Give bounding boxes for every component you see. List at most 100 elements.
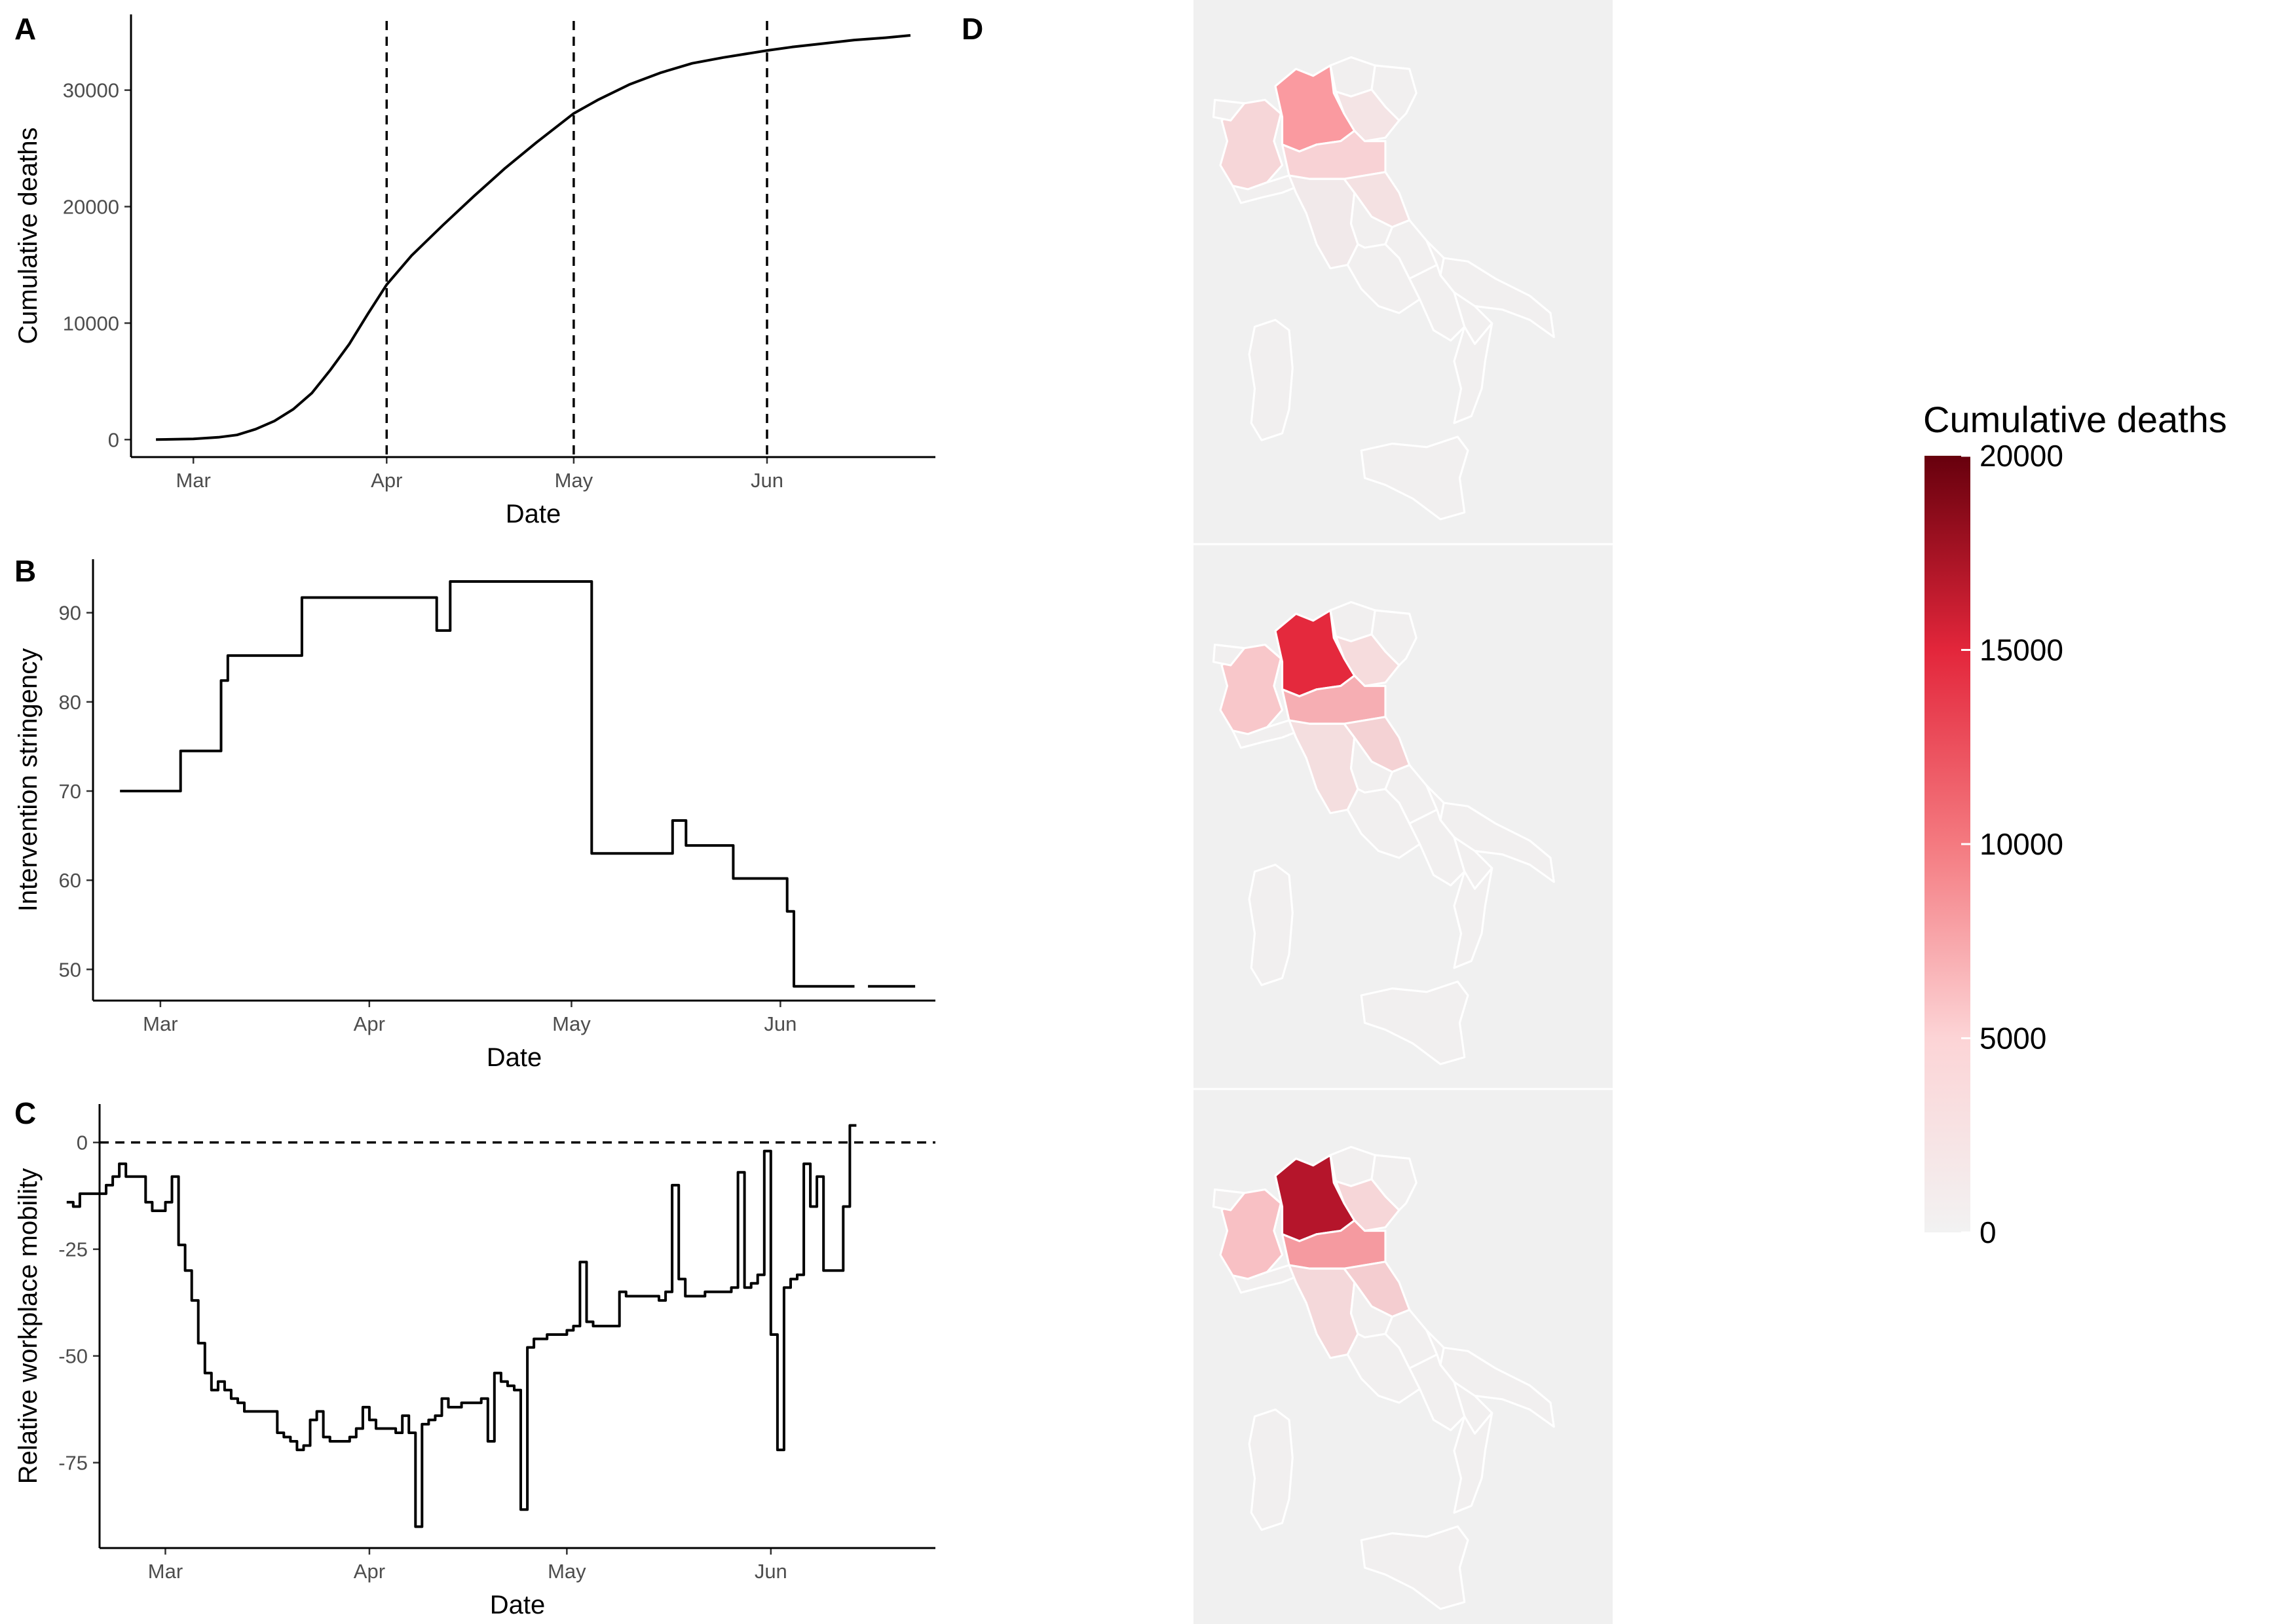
c-data-point (697, 1295, 700, 1297)
a-series-line (156, 34, 911, 441)
a-data-point (236, 434, 238, 436)
c-data-point (124, 1175, 127, 1178)
c-data-point (816, 1175, 818, 1178)
c-data-point (388, 1427, 390, 1430)
legend-tick-label: 10000 (1980, 827, 2063, 861)
a-data-point (691, 62, 694, 65)
c-data-point (316, 1410, 318, 1412)
c-y-tick-label: -25 (58, 1238, 88, 1261)
b-data-point (786, 910, 789, 913)
c-data-point (578, 1261, 581, 1263)
legend-title: Cumulative deaths (1923, 399, 2227, 440)
c-x-axis-title: Date (490, 1591, 546, 1619)
a-data-point (217, 436, 219, 439)
b-data-point (793, 985, 795, 987)
c-data-point (599, 1325, 601, 1327)
c-data-point (783, 1286, 785, 1289)
panel-b-stringency-chart: B 50 60 70 80 90 Mar Apr May Jun Date Intervent… (14, 554, 935, 1072)
a-data-point (572, 112, 575, 115)
c-data-point (269, 1410, 272, 1412)
map-panel-1 (1193, 0, 1613, 544)
c-data-point (631, 1295, 634, 1297)
a-data-point (853, 39, 855, 41)
c-data-point (526, 1346, 529, 1349)
c-data-point (375, 1427, 377, 1430)
a-x-tick-label: May (555, 469, 593, 492)
c-data-point (256, 1410, 259, 1412)
c-data-point (737, 1171, 740, 1173)
b-data-point (219, 679, 222, 682)
c-data-point (565, 1329, 568, 1332)
c-data-point (197, 1342, 200, 1344)
a-x-tick-label: Apr (371, 469, 402, 492)
c-data-point (295, 1449, 298, 1451)
c-data-point (480, 1397, 483, 1400)
c-data-point (474, 1401, 476, 1404)
c-data-point (111, 1175, 114, 1178)
legend-tick-labels: 0 5000 10000 15000 20000 (1961, 439, 2063, 1249)
c-data-point (434, 1414, 436, 1417)
c-data-point (427, 1418, 430, 1421)
c-data-point (645, 1295, 647, 1297)
a-y-axis-ticks: 0 10000 20000 30000 (63, 79, 131, 451)
a-data-point (504, 167, 506, 170)
c-data-point (309, 1418, 312, 1421)
c-data-point (519, 1508, 522, 1511)
c-data-point (757, 1274, 759, 1276)
c-data-point (368, 1418, 371, 1421)
c-data-point (467, 1401, 470, 1404)
c-x-tick-label: May (548, 1560, 586, 1583)
a-data-point (329, 369, 332, 371)
c-data-point (842, 1205, 844, 1208)
a-data-point (310, 392, 313, 394)
b-x-tick-label: Apr (354, 1012, 385, 1035)
c-data-point (533, 1338, 535, 1340)
c-data-point (559, 1333, 561, 1336)
c-data-point (362, 1406, 364, 1409)
b-data-point (436, 629, 438, 632)
c-data-point (151, 1209, 153, 1212)
b-y-axis-title: Intervention stringency (14, 648, 43, 912)
c-series-line (66, 1124, 857, 1528)
c-data-point (276, 1431, 278, 1434)
c-data-point (118, 1162, 121, 1165)
c-data-point (750, 1282, 753, 1285)
b-y-tick-label: 50 (59, 958, 81, 981)
panel-letter-c: C (14, 1096, 36, 1130)
panel-letter-b: B (14, 554, 36, 588)
a-data-point (441, 224, 444, 227)
c-data-point (671, 1184, 673, 1187)
a-data-point (292, 408, 295, 411)
b-y-tick-label: 80 (59, 691, 81, 714)
b-data-point (227, 654, 229, 657)
c-data-point (809, 1205, 812, 1208)
c-data-point (79, 1192, 81, 1195)
legend-tick-label: 20000 (1980, 439, 2063, 473)
c-data-point (322, 1436, 325, 1439)
c-data-point (506, 1384, 509, 1387)
c-data-point (710, 1291, 713, 1293)
b-data-point (685, 844, 687, 847)
c-data-point (191, 1299, 193, 1302)
c-data-point (500, 1380, 502, 1383)
c-data-point (829, 1269, 831, 1272)
a-data-point (660, 71, 662, 74)
panel-d-regional-maps: D (962, 0, 1613, 1624)
c-data-point (651, 1295, 654, 1297)
c-data-point (513, 1389, 516, 1392)
c-data-point (210, 1389, 213, 1392)
panel-c-workplace-mobility-chart: C 0 -25 -50 -75 Mar Apr May Jun Date Relative … (14, 1096, 935, 1619)
c-data-point (487, 1440, 489, 1443)
b-y-tick-label: 70 (59, 780, 81, 803)
b-data-point (907, 985, 910, 987)
a-data-point (273, 420, 276, 422)
c-data-point (493, 1372, 496, 1375)
c-data-point (835, 1269, 838, 1272)
c-data-point (355, 1427, 358, 1430)
c-data-point (454, 1406, 457, 1409)
map-panel-3 (1193, 1090, 1613, 1624)
b-y-axis-ticks: 50 60 70 80 90 (59, 602, 93, 981)
b-data-point (233, 654, 236, 657)
a-series-points (155, 34, 912, 441)
b-y-tick-label: 60 (59, 869, 81, 892)
